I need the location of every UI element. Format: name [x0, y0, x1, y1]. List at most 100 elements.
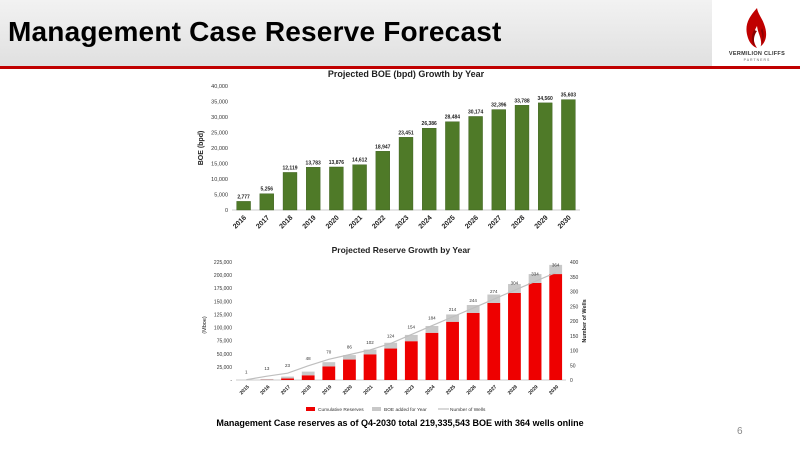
wells-label: 1 [245, 370, 248, 375]
bar [282, 172, 298, 211]
x-tick-label: 2029 [527, 384, 539, 396]
wells-line [246, 272, 556, 381]
data-label: 33,788 [514, 98, 530, 104]
bar-cumulative [404, 341, 418, 380]
bar-cumulative [384, 348, 398, 380]
x-tick-label: 2016 [232, 214, 248, 230]
bar [329, 166, 344, 211]
bar [236, 201, 251, 211]
footer-caption: Management Case reserves as of Q4-2030 t… [216, 418, 584, 428]
bar [306, 167, 321, 211]
x-tick-label: 2024 [424, 384, 436, 396]
data-label: 18,947 [375, 144, 391, 150]
y2-tick-label: 50 [570, 363, 576, 369]
bar-added [528, 274, 542, 283]
x-tick-label: 2027 [487, 214, 503, 230]
bar [514, 105, 530, 211]
bar [538, 102, 553, 211]
slide-header: Management Case Reserve Forecast VERMILI… [0, 0, 800, 66]
data-label: 23,451 [398, 130, 414, 136]
y-tick-label: 125,000 [214, 312, 232, 318]
bar-added [363, 349, 377, 355]
x-tick-label: 2028 [507, 384, 519, 396]
x-tick-label: 2021 [348, 214, 364, 230]
bar-added [404, 334, 418, 342]
bar [352, 164, 367, 211]
x-tick-label: 2020 [325, 214, 341, 230]
legend-boe-added-swatch [372, 407, 381, 411]
y-tick-label: 25,000 [211, 131, 228, 137]
data-label: 12,119 [282, 165, 297, 171]
logo-subtitle: PARTNERS [743, 58, 771, 62]
boe-growth-chart: Projected BOE (bpd) Growth by Year BOE (b… [198, 69, 580, 230]
chart-title: Projected Reserve Growth by Year [332, 245, 471, 255]
y-tick-label: 75,000 [217, 339, 233, 345]
x-tick-label: 2018 [278, 214, 294, 230]
wells-label: 124 [387, 333, 395, 338]
y-tick-label: 175,000 [214, 286, 232, 292]
x-tick-label: 2015 [239, 384, 251, 396]
y-tick-label: 30,000 [211, 115, 228, 121]
bar-added [466, 305, 480, 313]
bar-added [260, 378, 274, 380]
bar-cumulative [301, 375, 315, 380]
bar-added [384, 342, 398, 349]
x-tick-label: 2018 [300, 384, 312, 396]
bar [398, 137, 414, 211]
bar [561, 99, 576, 211]
logo-name: VERMILION CLIFFS [728, 51, 786, 57]
x-tick-label: 2025 [445, 384, 457, 396]
data-label: 28,484 [445, 115, 461, 121]
y-tick-label: 100,000 [214, 326, 232, 332]
x-tick-label: 2030 [548, 384, 560, 396]
wells-label: 364 [552, 263, 560, 268]
wells-label: 154 [408, 325, 416, 330]
x-tick-label: 2026 [465, 384, 477, 396]
y-tick-label: 35,000 [211, 100, 228, 106]
wells-label: 304 [511, 280, 519, 285]
y-tick-label: 20,000 [211, 146, 228, 152]
bar-cumulative [281, 378, 294, 380]
bar-cumulative [549, 274, 563, 380]
bar-cumulative [446, 321, 459, 380]
x-tick-label: 2029 [534, 214, 550, 230]
y2-tick-label: 350 [570, 275, 579, 281]
data-label: 13,783 [306, 160, 322, 166]
y2-tick-label: 250 [570, 304, 579, 310]
bar-added [549, 264, 563, 275]
y2-tick-label: 200 [570, 319, 579, 325]
wells-label: 48 [306, 356, 312, 361]
legend-number-of-wells: Number of Wells [450, 407, 486, 413]
x-tick-label: 2026 [464, 214, 480, 230]
x-tick-label: 2024 [418, 214, 434, 230]
legend-boe-added: BOE added for Year [384, 407, 427, 413]
bar-cumulative [466, 312, 480, 380]
y2-tick-label: 150 [570, 334, 579, 340]
bar [468, 116, 483, 211]
y-tick-label: 0 [225, 208, 228, 214]
reserve-growth-chart: Projected Reserve Growth by Year (Mboe) Nu… [202, 245, 588, 413]
data-label: 14,612 [352, 158, 368, 164]
bar [422, 128, 437, 211]
wells-label: 86 [347, 345, 353, 350]
bar-added [281, 376, 294, 379]
data-label: 30,174 [468, 109, 484, 115]
x-tick-label: 2019 [302, 214, 318, 230]
wells-label: 23 [285, 363, 291, 368]
page-title: Management Case Reserve Forecast [8, 16, 502, 47]
x-tick-label: 2022 [371, 214, 387, 230]
bar-cumulative [528, 282, 542, 380]
bar-cumulative [322, 366, 336, 380]
y2-axis-label: Number of Wells [582, 299, 588, 342]
y-tick-label: - [230, 378, 232, 384]
data-label: 13,876 [329, 160, 345, 166]
y-tick-label: 10,000 [211, 177, 228, 183]
wells-label: 334 [531, 271, 539, 276]
chart-title: Projected BOE (bpd) Growth by Year [328, 69, 485, 79]
x-tick-label: 2030 [557, 214, 573, 230]
bar-cumulative [508, 292, 521, 380]
y-tick-label: 150,000 [214, 299, 232, 305]
x-tick-label: 2027 [486, 384, 498, 396]
y-tick-label: 40,000 [211, 84, 228, 90]
x-tick-label: 2025 [441, 214, 457, 230]
